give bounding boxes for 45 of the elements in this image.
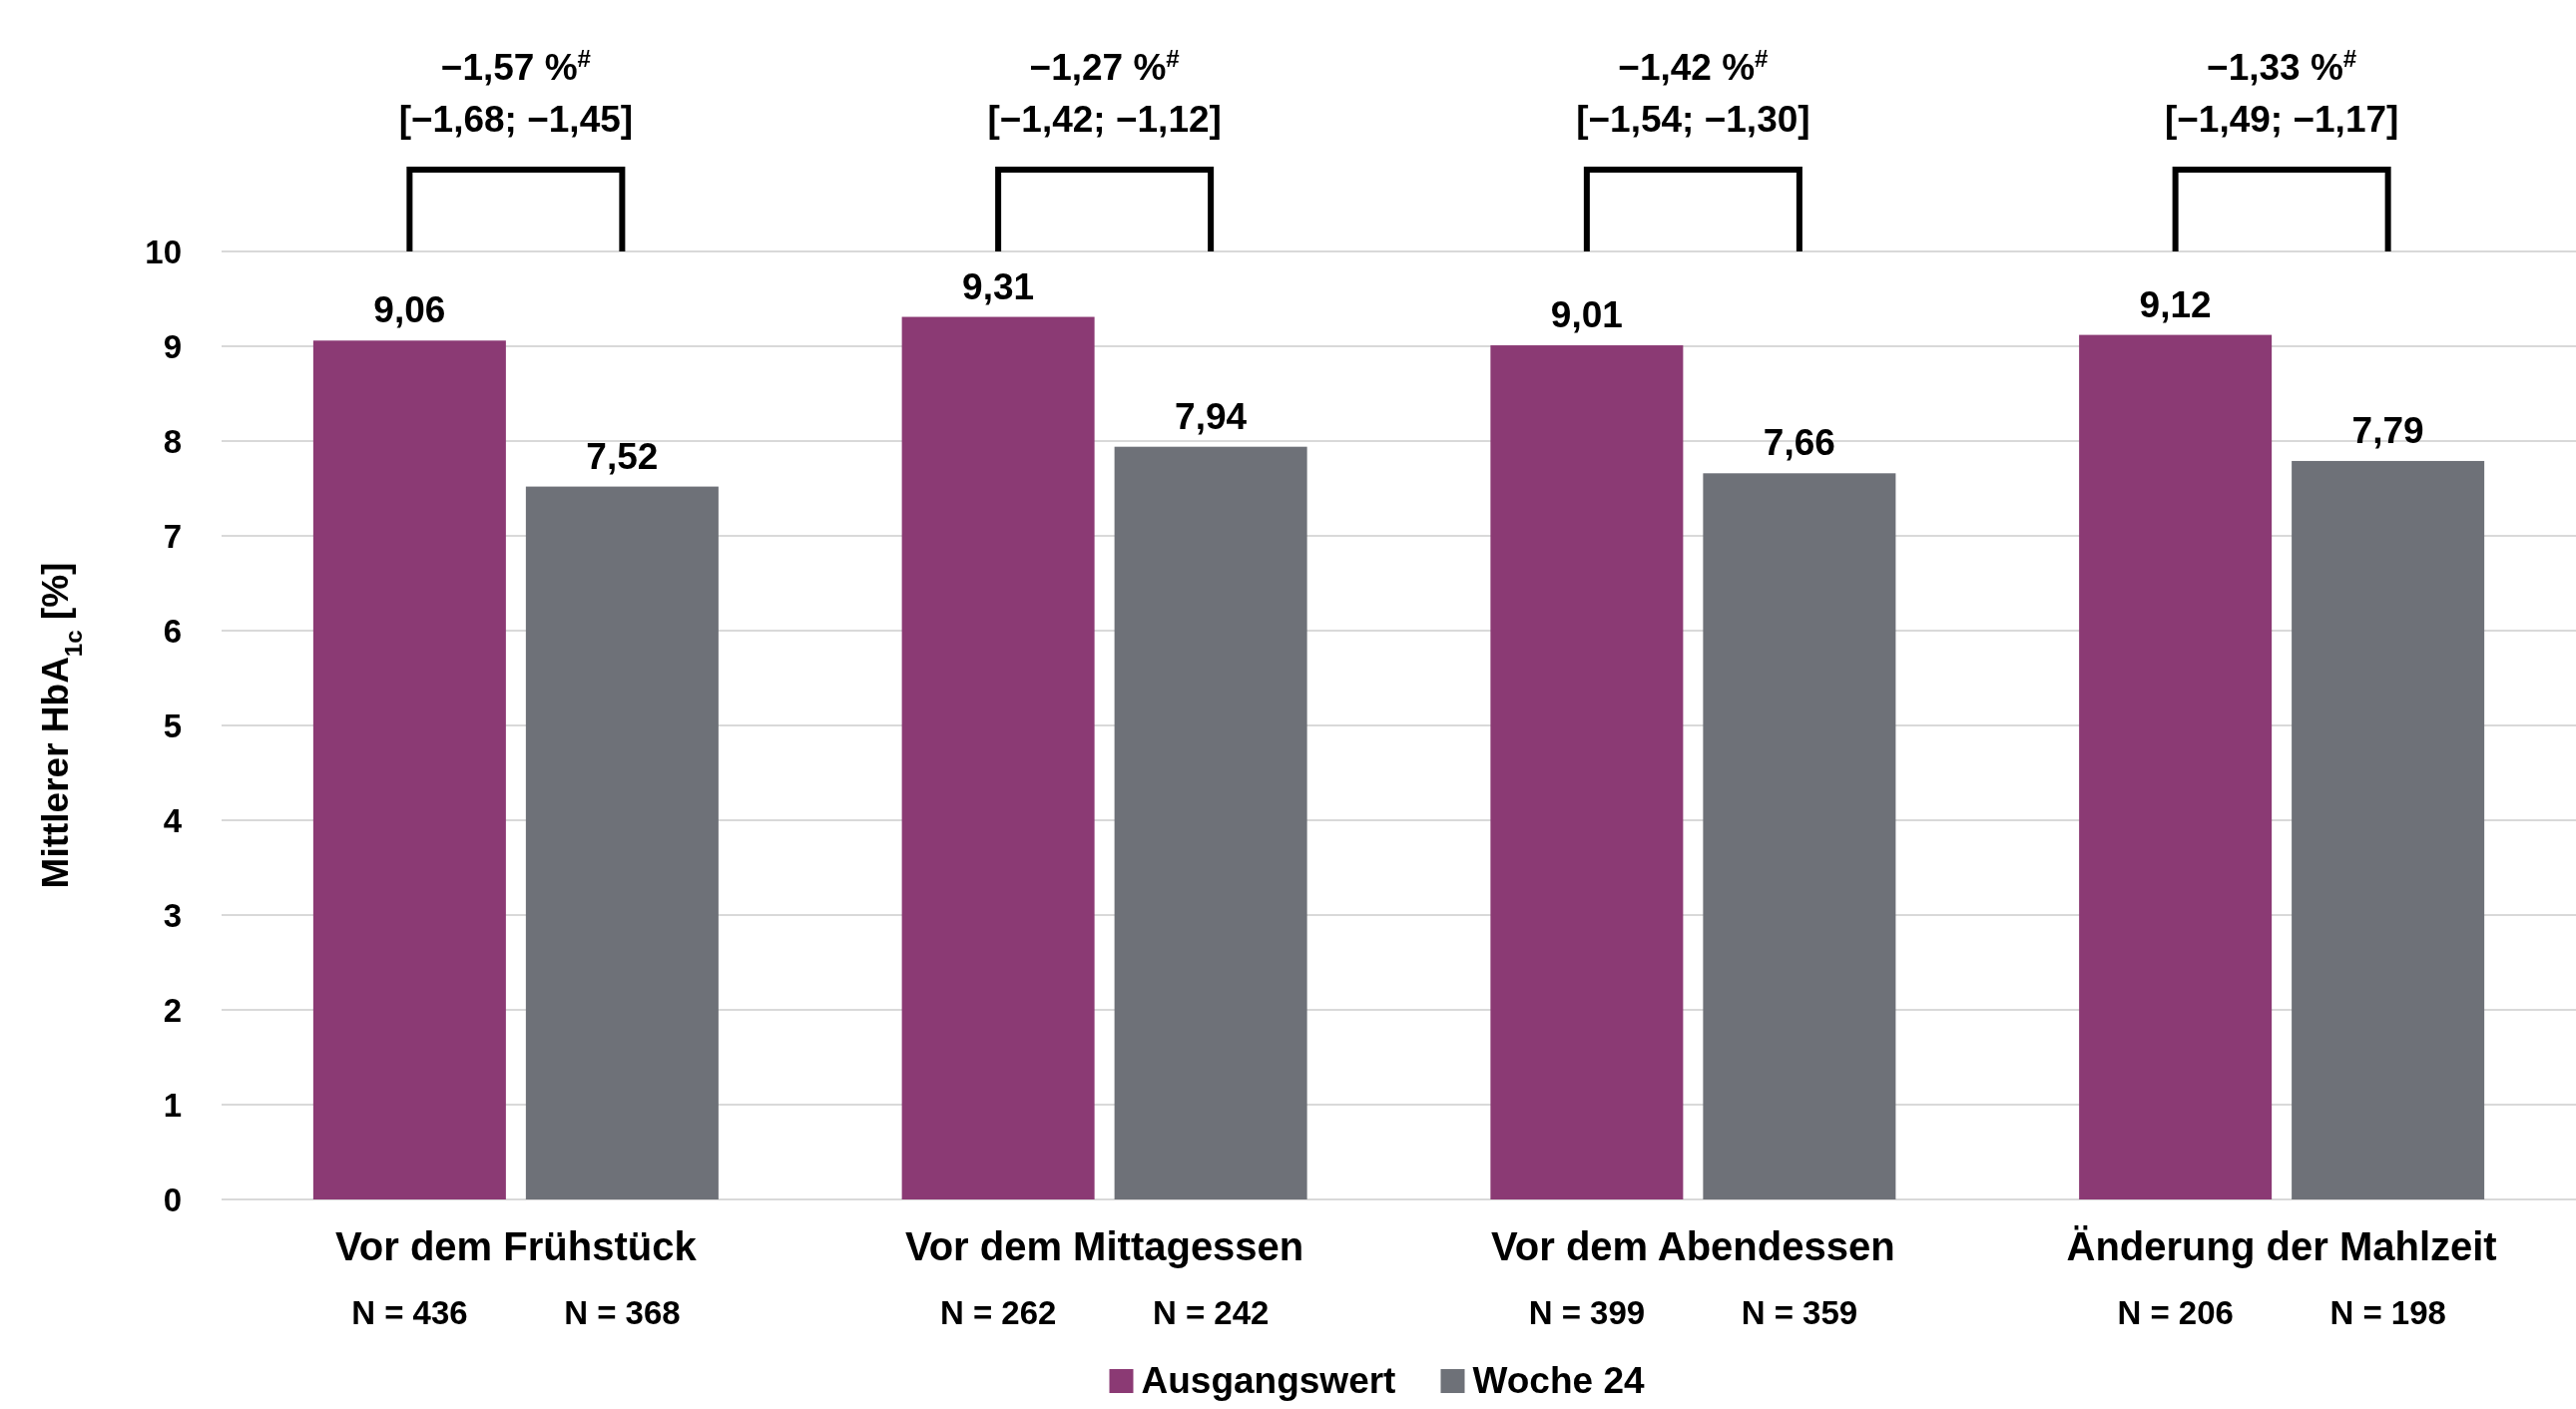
text: 9,01 [1550,294,1623,336]
y-tick-label: 3 [163,896,182,934]
text: 9,12 [2139,283,2212,325]
y-tick-label: 2 [163,991,182,1029]
text: 9,31 [962,265,1035,307]
bar [2079,334,2273,1199]
x-tick-label: Änderung der Mahlzeit [2066,1224,2497,1268]
text: −1,42 %$^{#}$ [−1,54; −1,30] [1576,44,1810,140]
y-tick-label: 8 [163,422,182,460]
text: N = 368 [564,1294,681,1331]
legend-label: Woche 24 [1472,1360,1645,1401]
text: N = 206 [2117,1294,2234,1331]
x-tick-label: Vor dem Abendessen [1491,1224,1895,1268]
x-tick-label: Vor dem Mittagessen [904,1224,1304,1268]
y-tick-label: 5 [163,706,182,744]
y-tick-label: 9 [163,327,182,365]
text: −1,27 %$^{#}$ [−1,42; −1,12] [987,44,1222,140]
text: −1,33 %$^{#}$ [−1,49; −1,17] [2164,44,2399,140]
y-tick-label: 6 [163,612,182,650]
bar [1490,345,1684,1199]
text: 9,06 [373,289,446,331]
text: N = 399 [1528,1294,1646,1331]
y-tick-label: 4 [163,801,183,839]
y-tick-label: 0 [163,1180,182,1218]
y-tick-label: 7 [163,517,182,555]
text: N = 359 [1741,1294,1858,1331]
text: N = 242 [1152,1294,1270,1331]
text: 7,52 [586,435,659,477]
text: 7,66 [1763,422,1835,464]
y-tick-label: 1 [163,1086,182,1124]
y-tick-label: 10 [145,233,182,270]
text: N = 262 [939,1294,1057,1331]
bar [2292,460,2485,1199]
bar [1114,446,1307,1199]
text: N = 436 [351,1294,468,1331]
bar [312,340,506,1199]
bar [901,316,1095,1199]
legend-label: Ausgangswert [1141,1360,1396,1401]
text: N = 198 [2329,1294,2446,1331]
x-tick-label: Vor dem Frühstück [335,1224,698,1268]
bar [1703,473,1896,1199]
text: 7,79 [2351,409,2424,451]
bar [525,486,719,1199]
text: 7,94 [1175,395,1248,437]
text: −1,57 %$^{#}$ [−1,68; −1,45] [398,44,634,140]
